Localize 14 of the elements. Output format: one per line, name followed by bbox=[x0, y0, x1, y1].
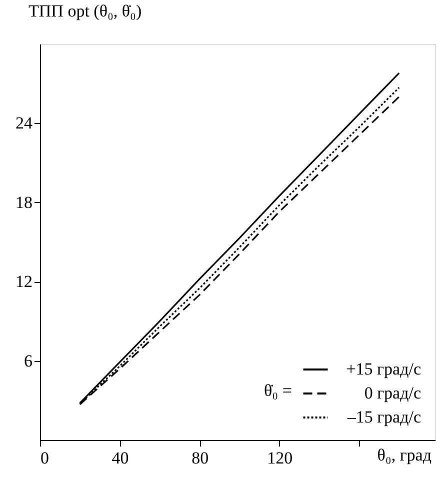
y-axis-title: TПП opt (θ₀, θ̇₀) bbox=[28, 2, 142, 20]
y-tick-label: 24 bbox=[16, 114, 33, 133]
x-tick-label: 80 bbox=[192, 448, 209, 468]
legend-label: 0 град/с bbox=[364, 384, 422, 402]
y-tick-label: 18 bbox=[16, 192, 32, 212]
x-tick-label: 0 bbox=[40, 448, 49, 468]
y-tick-label: 12 bbox=[16, 272, 32, 292]
x-tick-label: 40 bbox=[112, 448, 129, 468]
y-tick-label: 6 bbox=[24, 351, 32, 370]
legend-label: +15 град/с bbox=[346, 360, 422, 378]
x-axis-title: θ₀, град bbox=[377, 446, 432, 464]
legend-label: –15 град/с bbox=[346, 408, 422, 426]
x-tick-label: 120 bbox=[267, 448, 293, 468]
legend-title: θ̇₀ = bbox=[264, 381, 292, 400]
